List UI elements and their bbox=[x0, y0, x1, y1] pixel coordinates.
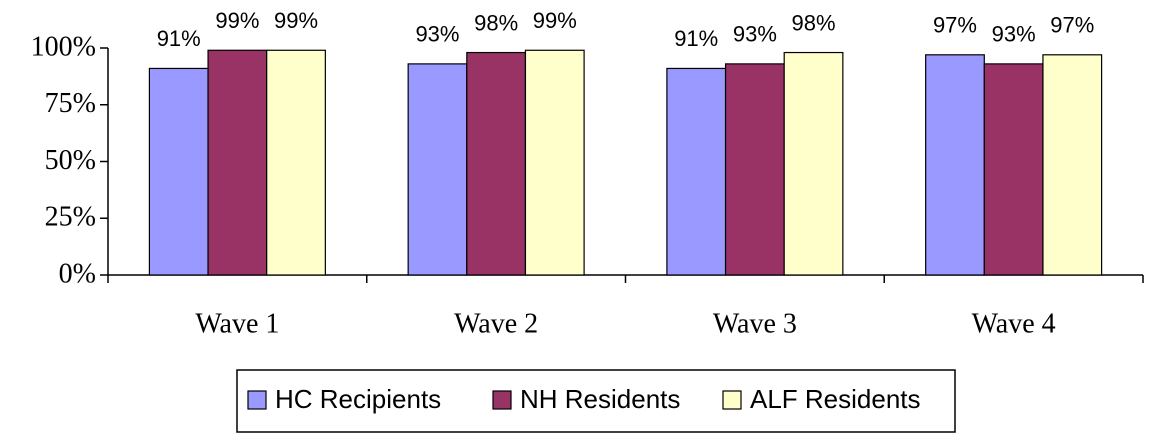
x-tick-label: Wave 3 bbox=[713, 308, 797, 339]
x-tick-label: Wave 4 bbox=[972, 308, 1056, 339]
bar bbox=[666, 67, 727, 276]
legend-swatch bbox=[722, 390, 742, 410]
x-tick-label: Wave 2 bbox=[454, 308, 538, 339]
value-label: 98% bbox=[474, 10, 518, 35]
legend-swatch bbox=[492, 390, 512, 410]
bar bbox=[983, 63, 1044, 276]
y-tick-label: 100% bbox=[31, 31, 96, 62]
value-label: 91% bbox=[674, 26, 718, 51]
bar bbox=[925, 54, 985, 276]
bar bbox=[266, 49, 326, 276]
bar bbox=[724, 63, 785, 276]
value-label: 99% bbox=[533, 8, 577, 33]
bar bbox=[148, 67, 209, 276]
value-label: 97% bbox=[933, 13, 977, 38]
value-label: 99% bbox=[274, 8, 318, 33]
legend-label: ALF Residents bbox=[750, 384, 921, 414]
value-label: 91% bbox=[157, 26, 201, 51]
value-label: 93% bbox=[415, 22, 459, 47]
legend-label: HC Recipients bbox=[275, 384, 441, 414]
bar bbox=[466, 51, 527, 276]
bar bbox=[783, 51, 844, 276]
value-label: 98% bbox=[792, 10, 836, 35]
y-tick-label: 75% bbox=[45, 88, 96, 119]
bar bbox=[524, 49, 585, 276]
value-label: 93% bbox=[733, 22, 777, 47]
bar bbox=[207, 49, 268, 276]
legend-box bbox=[236, 369, 956, 433]
y-tick-label: 50% bbox=[45, 145, 96, 176]
value-label: 97% bbox=[1050, 13, 1094, 38]
value-label: 99% bbox=[215, 8, 259, 33]
legend-label: NH Residents bbox=[520, 384, 680, 414]
bar bbox=[1042, 54, 1103, 276]
y-tick-label: 0% bbox=[59, 258, 96, 289]
bar bbox=[407, 63, 468, 276]
y-tick-label: 25% bbox=[45, 202, 96, 233]
value-label: 93% bbox=[992, 22, 1036, 47]
legend-swatch bbox=[247, 390, 267, 410]
x-tick-label: Wave 1 bbox=[195, 308, 279, 339]
